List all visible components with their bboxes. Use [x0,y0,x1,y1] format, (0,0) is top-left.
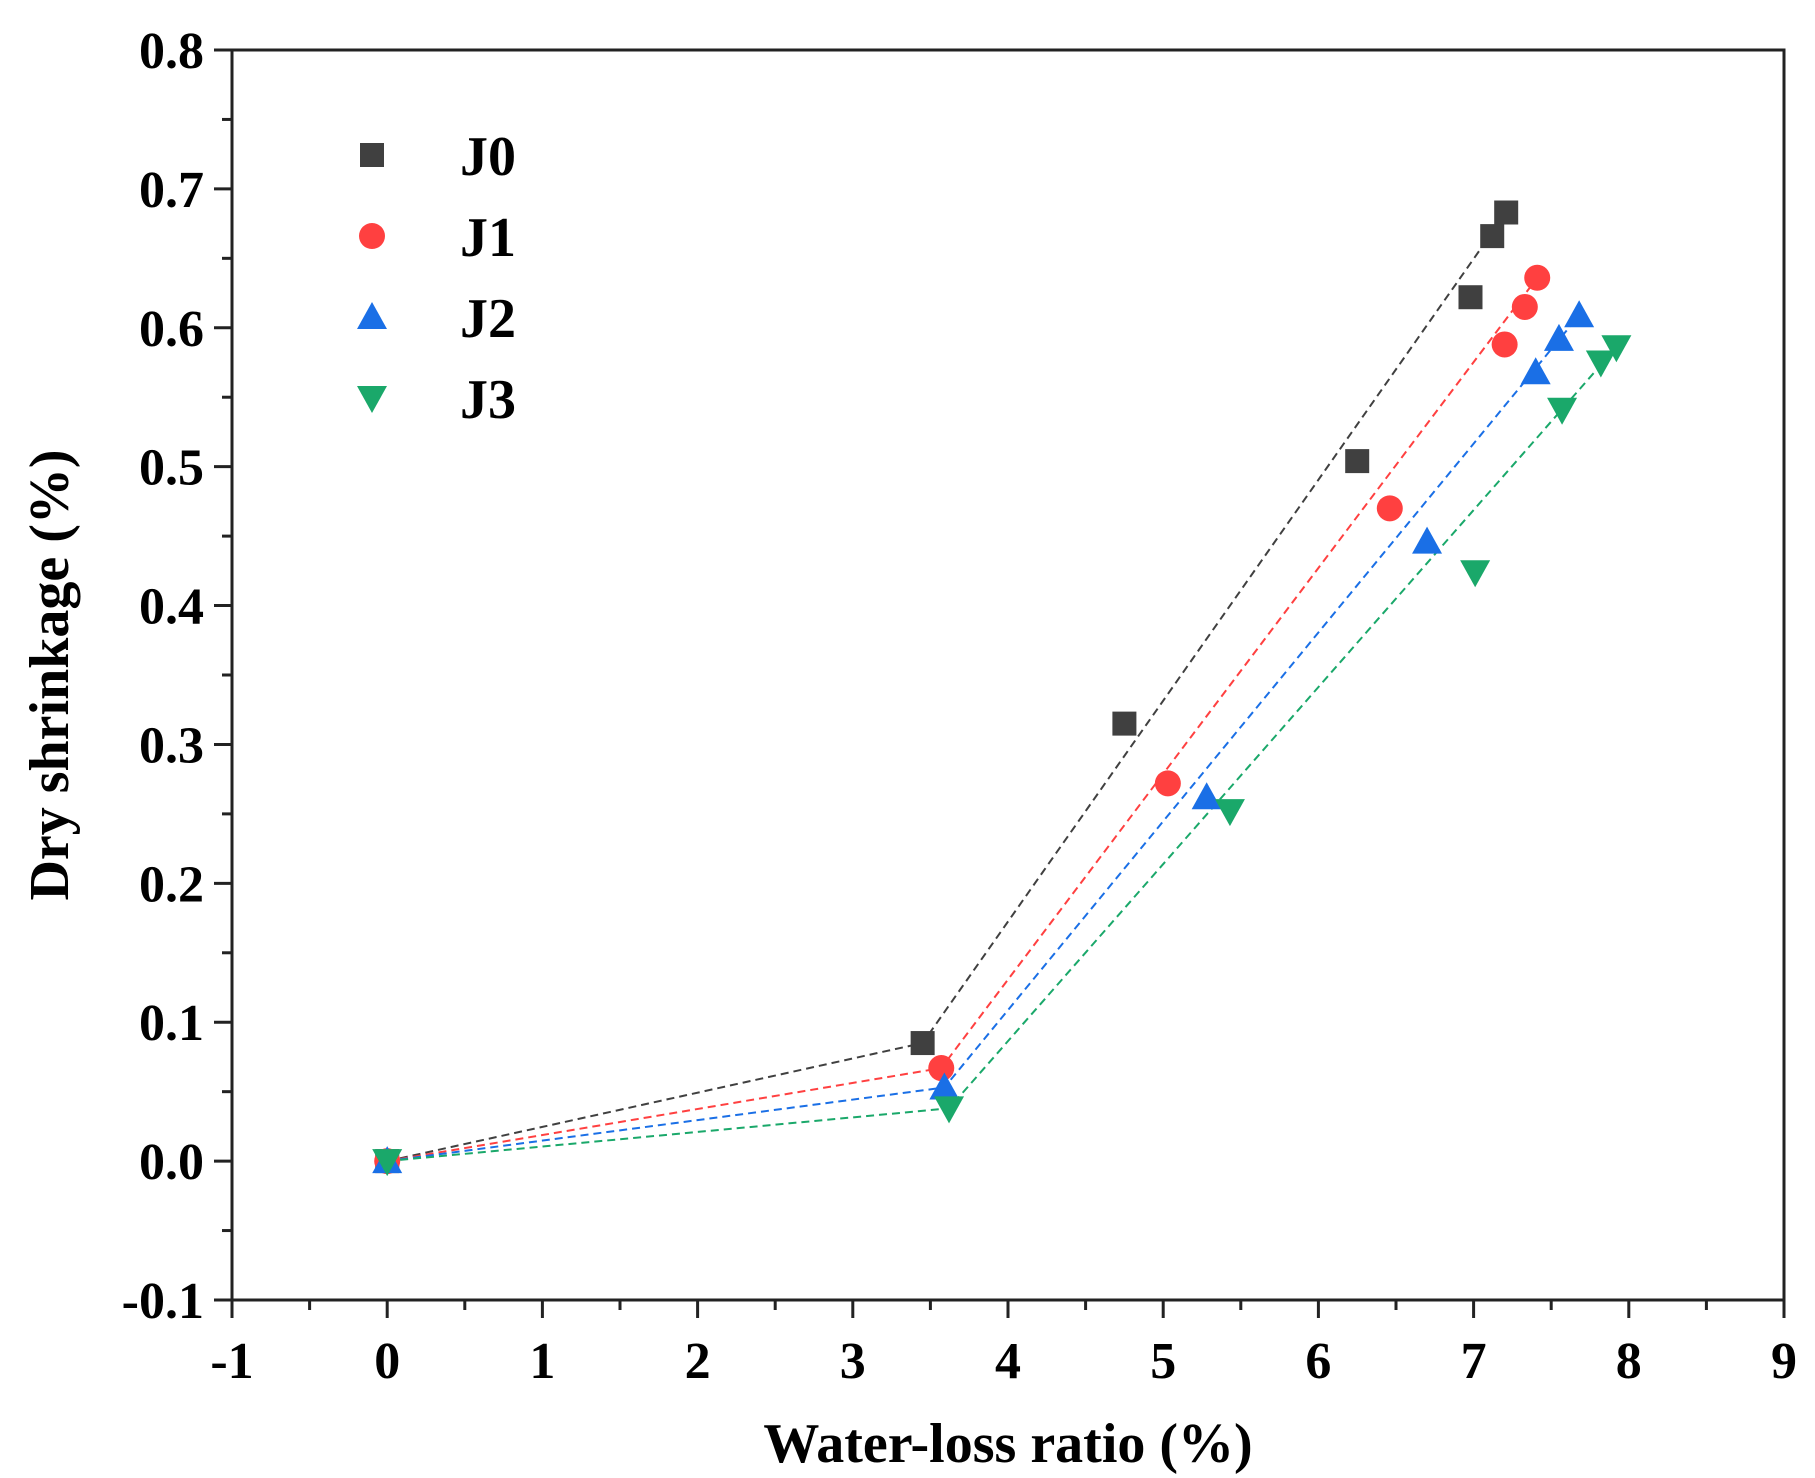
x-tick-label: 0 [374,1333,400,1390]
marker-j2 [929,1072,960,1100]
marker-j1 [1524,264,1551,291]
x-tick-label: 7 [1461,1333,1487,1390]
legend-label-j1: J1 [460,207,516,269]
x-tick-label: 2 [685,1333,711,1390]
data-markers [372,200,1632,1177]
fit-line-j1 [387,277,1539,1163]
marker-j1 [1491,331,1518,358]
marker-j2 [1412,526,1443,554]
fit-line-j3 [387,346,1618,1163]
marker-j1 [1511,293,1538,320]
y-axis-title: Dry shrinkage (%) [19,449,81,900]
marker-j0 [1480,224,1505,249]
marker-j1 [1154,770,1181,797]
marker-j0 [1494,200,1519,225]
marker-j2 [1543,323,1574,351]
marker-j0 [1112,711,1137,736]
marker-j2 [1191,782,1222,810]
y-tick-label: 0.5 [139,440,204,497]
marker-j0 [1345,449,1370,474]
legend-marker-j2 [357,302,387,329]
marker-j3 [1585,350,1616,378]
legend-label-j3: J3 [460,369,516,431]
x-tick-label: 8 [1616,1333,1642,1390]
y-tick-label: 0.0 [139,1134,204,1191]
x-tick-label: 4 [995,1333,1021,1390]
marker-j0 [910,1031,935,1056]
legend-marker-j3 [357,386,387,413]
marker-j3 [934,1096,965,1124]
x-tick-label: 1 [529,1333,555,1390]
marker-j3 [1214,799,1245,827]
fit-lines [386,211,1618,1163]
y-tick-label: 0.6 [139,301,204,358]
x-axis-ticks: -1 0 1 2 3 4 5 6 7 8 9 [210,1300,1797,1390]
marker-j0 [1458,285,1483,310]
x-tick-label: 3 [840,1333,866,1390]
marker-j2 [1520,357,1551,385]
marker-j3 [1460,560,1491,588]
y-tick-label: 0.2 [139,856,204,913]
y-tick-label: 0.1 [139,995,204,1052]
marker-j1 [1376,495,1403,522]
x-tick-label: 5 [1150,1333,1176,1390]
y-axis-ticks: -0.1 0.0 0.1 0.2 0.3 0.4 0.5 0.6 0.7 0.8 [122,23,232,1330]
x-tick-label: -1 [210,1333,253,1390]
y-tick-label: -0.1 [122,1273,204,1330]
marker-j3 [1601,335,1632,363]
marker-j1 [928,1055,955,1082]
x-tick-label: 9 [1771,1333,1797,1390]
legend-label-j0: J0 [460,126,516,188]
legend: J0 J1 J2 J3 [357,126,516,431]
y-tick-label: 0.8 [139,23,204,80]
y-tick-label: 0.7 [139,162,204,219]
legend-label-j2: J2 [460,288,516,350]
marker-j3 [372,1149,403,1177]
y-tick-label: 0.3 [139,717,204,774]
marker-j2 [1564,300,1595,328]
marker-j3 [1547,397,1578,425]
x-axis-title: Water-loss ratio (%) [763,1413,1252,1475]
legend-marker-j0 [360,143,384,167]
x-tick-label: 6 [1305,1333,1331,1390]
fit-line-j2 [387,314,1580,1163]
legend-marker-j1 [359,223,385,249]
y-tick-label: 0.4 [139,579,204,636]
fit-line-j0 [386,211,1508,1163]
